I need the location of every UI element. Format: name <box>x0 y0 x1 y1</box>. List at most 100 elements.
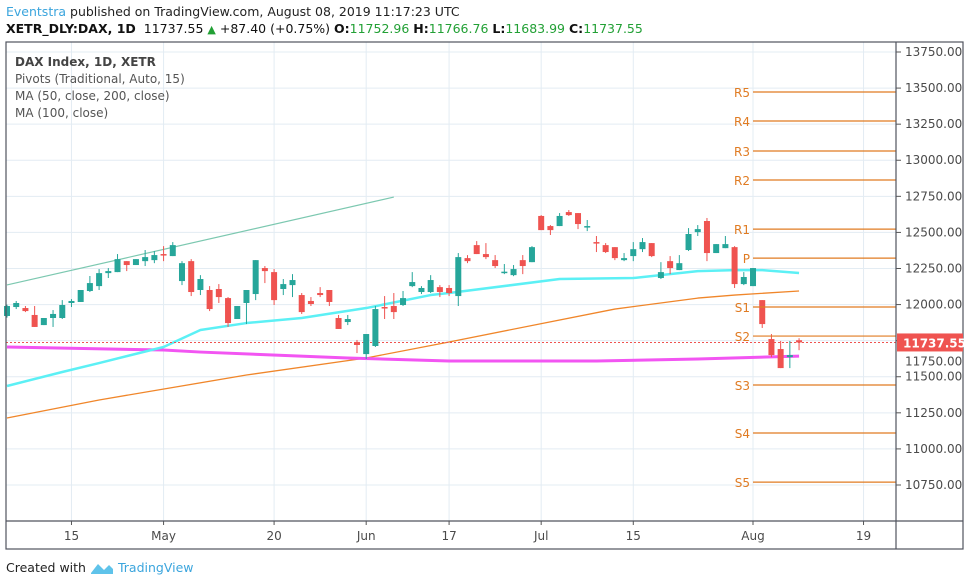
candle-down <box>390 306 397 313</box>
candle-up <box>252 260 259 295</box>
candle-up <box>556 215 563 227</box>
candle-down <box>335 318 342 329</box>
candle-down <box>611 247 618 259</box>
candle-down <box>317 293 324 296</box>
candle-up <box>169 245 176 257</box>
candle-up <box>105 271 112 274</box>
y-tick-label: 11000.00 <box>905 442 962 456</box>
candle-up <box>713 244 720 254</box>
tradingview-link[interactable]: TradingView <box>117 560 194 575</box>
last-price-tag <box>897 333 963 352</box>
legend-ma2[interactable]: MA (100, close) <box>15 106 109 120</box>
candle-up <box>400 298 407 306</box>
y-tick-label: 11500.00 <box>905 370 962 384</box>
x-tick-label: 17 <box>441 529 456 543</box>
candle-up <box>68 300 75 303</box>
legend-ma1[interactable]: MA (50, close, 200, close) <box>15 89 170 103</box>
candle-up <box>786 355 793 358</box>
candle-down <box>31 314 38 327</box>
legend-title[interactable]: DAX Index, 1D, XETR <box>15 55 156 69</box>
x-tick-label: 20 <box>266 529 281 543</box>
y-tick-label: 12750.00 <box>905 189 962 203</box>
candle-down <box>271 272 278 301</box>
pivot-label: R1 <box>734 223 750 237</box>
candle-down <box>464 258 471 262</box>
candle-down <box>565 212 572 216</box>
pivot-label: S4 <box>735 427 750 441</box>
y-tick-label: 12500.00 <box>905 225 962 239</box>
pivot-levels: R5 R4 R3 R2 R1 P S1 S2 S3 S4 S5 <box>734 86 896 490</box>
candle-up <box>722 244 729 249</box>
indicator-lines <box>6 196 896 419</box>
x-tick-label: 15 <box>626 529 641 543</box>
candle-down <box>353 341 360 345</box>
publish-info: Eventstra published on TradingView.com, … <box>6 4 460 19</box>
candle-up <box>685 234 692 251</box>
x-tick-label: Jun <box>356 529 376 543</box>
low-value: 11683.99 <box>505 21 566 36</box>
candle-up <box>114 259 121 273</box>
candle-up <box>372 309 379 347</box>
candle-down <box>123 261 130 266</box>
high-label: H: <box>413 21 429 36</box>
up-triangle-icon: ▲ <box>207 23 216 36</box>
candle-up <box>409 282 416 287</box>
candle-up <box>657 272 664 279</box>
price-change: +87.40 (+0.75%) <box>219 21 331 36</box>
candle-up <box>750 268 757 287</box>
candle-down <box>796 340 803 343</box>
tradingview-logo-icon <box>90 563 113 574</box>
candle-up <box>50 313 57 319</box>
candle-down <box>381 307 388 309</box>
candle-down <box>298 295 305 313</box>
last-price: 11737.55 <box>143 21 204 36</box>
candle-down <box>538 215 545 231</box>
pivot-label: R3 <box>734 145 750 159</box>
y-tick-label: 12250.00 <box>905 261 962 275</box>
candle-up <box>77 290 84 302</box>
y-tick-label: 11750.00 <box>905 354 962 368</box>
candle-up <box>510 269 517 276</box>
y-tick-label: 13500.00 <box>905 81 962 95</box>
pivot-label: S5 <box>735 476 750 490</box>
created-with: Created with <box>6 560 86 575</box>
candle-down <box>473 245 480 255</box>
candle-down <box>326 290 333 302</box>
y-tick-label: 13250.00 <box>905 117 962 131</box>
candle-up <box>621 258 628 261</box>
pivot-label: R4 <box>734 115 750 129</box>
candle-up <box>142 257 149 262</box>
candle-up <box>501 271 508 274</box>
candle-up <box>197 279 204 291</box>
candle-up <box>243 290 250 303</box>
candle-down <box>307 300 314 305</box>
candle-up <box>178 263 185 282</box>
y-tick-label: 13750.00 <box>905 45 962 59</box>
pivot-label: S3 <box>735 379 750 393</box>
candle-up <box>132 259 139 266</box>
candle-up <box>584 226 591 228</box>
high-value: 11766.76 <box>428 21 489 36</box>
author-link[interactable]: Eventstra <box>6 4 67 19</box>
candle-up <box>528 247 535 263</box>
axes: 13750.00 13500.00 13250.00 13000.00 12750.00… <box>5 41 966 550</box>
candle-down <box>602 245 609 253</box>
candles <box>4 210 803 369</box>
ma50-line <box>6 268 800 388</box>
symbol-info: XETR_DLY:DAX, 1D 11737.55 ▲ +87.40 (+0.7… <box>6 21 643 36</box>
candle-down <box>648 243 655 257</box>
candle-down <box>777 349 784 369</box>
candle-down <box>759 300 766 325</box>
candle-up <box>418 287 425 293</box>
candle-down <box>768 339 775 356</box>
candle-up <box>455 257 462 297</box>
ma200-line <box>6 290 800 419</box>
candle-down <box>731 247 738 285</box>
x-tick-label: May <box>151 529 176 543</box>
legend-pivots[interactable]: Pivots (Traditional, Auto, 15) <box>15 72 185 86</box>
candle-down <box>436 287 443 293</box>
y-tick-label: 12000.00 <box>905 298 962 312</box>
x-tick-label: 15 <box>64 529 79 543</box>
candle-up <box>4 306 10 316</box>
